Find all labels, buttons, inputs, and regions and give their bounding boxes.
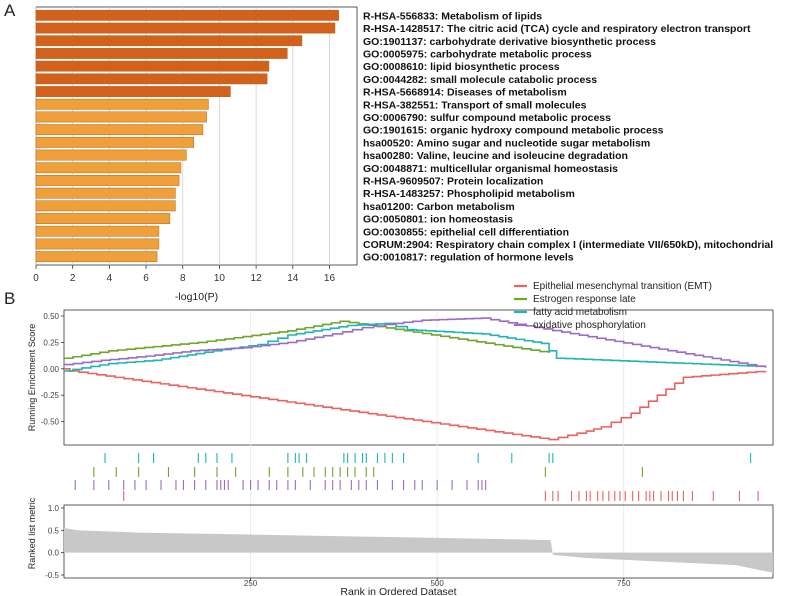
bar-x-tick-label: 14 — [287, 273, 299, 284]
metric-y-tick-label: -0.5 — [45, 571, 59, 580]
gsea-plot: 0.50 0.25 0.00 -0.25 -0.50 Running Enrichment… — [27, 281, 774, 596]
bar-category-label: GO:0005975: carbohydrate metabolic proce… — [363, 48, 592, 60]
panel-letter-a: A — [4, 1, 16, 20]
bar-category-label: R-HSA-382551: Transport of small molecul… — [363, 99, 587, 111]
es-y-axis-title: Running Enrichment Score — [27, 324, 37, 432]
bar — [35, 200, 176, 212]
bar-x-tick-label: 2 — [70, 273, 76, 284]
bar-x-tick-label: 4 — [107, 273, 113, 284]
es-curve-line — [64, 368, 767, 441]
metric-y-tick-label: 1.0 — [48, 504, 60, 513]
bar-category-label: GO:0048871: multicellular organismal hom… — [363, 163, 618, 175]
metric-y-tick-label: 0.0 — [48, 549, 60, 558]
bar — [35, 60, 270, 72]
bar — [35, 9, 339, 21]
bar — [35, 225, 160, 237]
metric-y-axis-title: Ranked list metric — [27, 497, 37, 569]
bar — [35, 22, 336, 34]
ranked-metric-area — [64, 528, 773, 573]
bar-category-label: GO:0050801: ion homeostasis — [363, 214, 513, 226]
bar — [35, 187, 176, 199]
bar-category-label: GO:1901137: carbohydrate derivative bios… — [363, 36, 656, 48]
bar — [35, 251, 158, 263]
bar — [35, 175, 180, 186]
x-axis-title: Rank in Ordered Dataset — [340, 586, 456, 596]
es-y-tick-label: 0.25 — [43, 338, 59, 347]
bar-x-tick-label: 16 — [324, 273, 336, 284]
bar-x-tick-label: 8 — [180, 273, 186, 284]
legend-label: Estrogen response late — [533, 294, 636, 305]
bar — [35, 238, 160, 250]
bar — [35, 48, 288, 59]
bar-x-axis-title: -log10(P) — [175, 291, 218, 303]
es-curve-line — [64, 320, 550, 360]
bar-category-label: CORUM:2904: Respiratory chain complex I … — [363, 239, 773, 251]
bar-x-tick-label: 10 — [214, 273, 226, 284]
es-y-tick-label: 0.00 — [43, 365, 59, 374]
bar-x-tick-label: 12 — [251, 273, 263, 284]
bar-category-label: GO:0008610: lipid biosynthetic process — [363, 61, 560, 73]
bar-category-label: R-HSA-1483257: Phospholipid metabolism — [363, 188, 575, 200]
bar-category-label: GO:0044282: small molecule catabolic pro… — [363, 74, 597, 86]
x-tick-label: 750 — [617, 579, 631, 588]
bar — [35, 162, 182, 174]
es-y-tick-label: -0.25 — [41, 391, 60, 400]
legend-label: fatty acid metabolism — [533, 307, 627, 318]
legend-label: Epithelial mesenchymal transition (EMT) — [533, 281, 712, 292]
bar-chart: 0 2 4 6 8 10 12 14 16 R-HSA-556833: Metabolism of… — [33, 6, 773, 303]
bar — [35, 124, 204, 136]
bar-x-tick-label: 0 — [33, 273, 39, 284]
bar — [35, 149, 187, 161]
es-curve-line — [64, 322, 767, 372]
bar — [35, 111, 207, 123]
es-curve-line — [64, 317, 767, 368]
bar-category-label: R-HSA-9609507: Protein localization — [363, 175, 543, 187]
bar-x-tick-label: 6 — [143, 273, 149, 284]
bar — [35, 213, 171, 224]
bar-category-label: R-HSA-556833: Metabolism of lipids — [363, 10, 542, 22]
bar-category-label: R-HSA-5668914: Diseases of metabolism — [363, 87, 567, 99]
metric-y-tick-label: 0.5 — [48, 526, 60, 535]
panel-letter-b: B — [4, 289, 15, 308]
bar — [35, 35, 303, 47]
x-tick-label: 250 — [244, 579, 258, 588]
bar-category-label: hsa00280: Valine, leucine and isoleucine… — [363, 150, 628, 162]
bar — [35, 98, 209, 110]
bar — [35, 73, 268, 85]
x-tick-label: 500 — [430, 579, 444, 588]
bar-category-label: R-HSA-1428517: The citric acid (TCA) cyc… — [363, 23, 751, 35]
bar-category-label: GO:1901615: organic hydroxy compound met… — [363, 125, 664, 137]
es-y-tick-label: 0.50 — [43, 312, 59, 321]
bar-category-label: GO:0030855: epithelial cell differentiat… — [363, 226, 569, 238]
bar — [35, 86, 231, 97]
es-y-tick-label: -0.50 — [41, 418, 60, 427]
bar-category-label: hsa01200: Carbon metabolism — [363, 201, 515, 213]
bar-category-label: GO:0010817: regulation of hormone levels — [363, 252, 574, 264]
bar — [35, 136, 194, 148]
bar-category-label: GO:0006790: sulfur compound metabolic pr… — [363, 112, 611, 124]
legend-label: oxidative phosphorylation — [533, 320, 646, 331]
bar-category-label: hsa00520: Amino sugar and nucleotide sug… — [363, 137, 650, 149]
